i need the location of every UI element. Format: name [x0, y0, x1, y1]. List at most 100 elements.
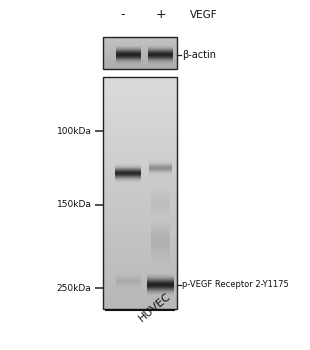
Bar: [103, 306, 177, 307]
Bar: [103, 215, 177, 217]
Bar: [103, 147, 177, 148]
Bar: [103, 167, 177, 168]
Bar: [103, 96, 177, 97]
Bar: [103, 46, 177, 47]
Bar: [103, 238, 177, 240]
Bar: [103, 230, 177, 232]
Bar: [103, 92, 177, 93]
Bar: [103, 48, 177, 49]
Bar: [103, 135, 177, 137]
Bar: [103, 127, 177, 128]
Bar: [103, 300, 177, 301]
Bar: [103, 145, 177, 146]
Bar: [103, 60, 177, 61]
Bar: [103, 247, 177, 248]
Bar: [103, 304, 177, 306]
Bar: [103, 163, 177, 164]
Bar: [103, 219, 177, 220]
Bar: [103, 263, 177, 264]
Bar: [103, 67, 177, 68]
Bar: [103, 307, 177, 308]
Bar: [103, 47, 177, 48]
Bar: [103, 290, 177, 292]
Bar: [103, 277, 177, 278]
Bar: [103, 184, 177, 185]
Bar: [103, 176, 177, 177]
Bar: [103, 183, 177, 184]
Bar: [103, 103, 177, 104]
Bar: [103, 222, 177, 223]
Bar: [103, 212, 177, 213]
Bar: [103, 136, 177, 138]
Bar: [103, 95, 177, 96]
Bar: [103, 80, 177, 81]
Bar: [103, 113, 177, 114]
Bar: [103, 237, 177, 238]
Bar: [103, 302, 177, 303]
Bar: [103, 207, 177, 208]
Bar: [103, 140, 177, 141]
Bar: [103, 61, 177, 62]
Text: 150kDa: 150kDa: [57, 200, 91, 209]
Bar: [103, 275, 177, 277]
Bar: [103, 130, 177, 131]
Bar: [103, 40, 177, 41]
Bar: [103, 59, 177, 60]
Bar: [103, 110, 177, 111]
Bar: [103, 201, 177, 203]
Bar: [103, 97, 177, 98]
Bar: [103, 295, 177, 296]
Bar: [103, 284, 177, 285]
Text: +: +: [155, 8, 166, 21]
Bar: [103, 182, 177, 183]
Bar: [103, 203, 177, 204]
Bar: [103, 134, 177, 135]
Bar: [103, 78, 177, 80]
Bar: [103, 178, 177, 180]
Bar: [103, 102, 177, 103]
Bar: [103, 57, 177, 58]
Bar: [103, 117, 177, 118]
Bar: [103, 164, 177, 166]
Bar: [103, 185, 177, 186]
Bar: [103, 280, 177, 281]
Bar: [103, 173, 177, 174]
Bar: [103, 205, 177, 206]
Bar: [103, 293, 177, 294]
Bar: [103, 100, 177, 102]
Bar: [103, 54, 177, 55]
Bar: [103, 52, 177, 53]
Bar: [103, 214, 177, 215]
Bar: [103, 66, 177, 67]
Bar: [103, 241, 177, 242]
Bar: [103, 156, 177, 158]
Bar: [103, 232, 177, 233]
Bar: [103, 105, 177, 106]
Bar: [103, 245, 177, 247]
Bar: [103, 116, 177, 117]
Bar: [103, 82, 177, 83]
Bar: [103, 303, 177, 304]
Bar: [103, 139, 177, 140]
Bar: [103, 104, 177, 105]
Bar: [103, 77, 177, 78]
Bar: [103, 90, 177, 91]
Bar: [103, 37, 177, 38]
Bar: [103, 93, 177, 95]
Bar: [103, 128, 177, 130]
Bar: [103, 170, 177, 171]
Bar: [103, 265, 177, 266]
Bar: [103, 252, 177, 254]
Bar: [103, 168, 177, 169]
Bar: [103, 234, 177, 235]
Bar: [103, 206, 177, 207]
Bar: [103, 166, 177, 167]
Text: β-actin: β-actin: [183, 50, 216, 60]
Bar: [103, 223, 177, 225]
Bar: [103, 258, 177, 259]
Bar: [103, 142, 177, 144]
Bar: [103, 255, 177, 256]
Bar: [103, 58, 177, 59]
Bar: [103, 211, 177, 212]
Bar: [103, 56, 177, 57]
